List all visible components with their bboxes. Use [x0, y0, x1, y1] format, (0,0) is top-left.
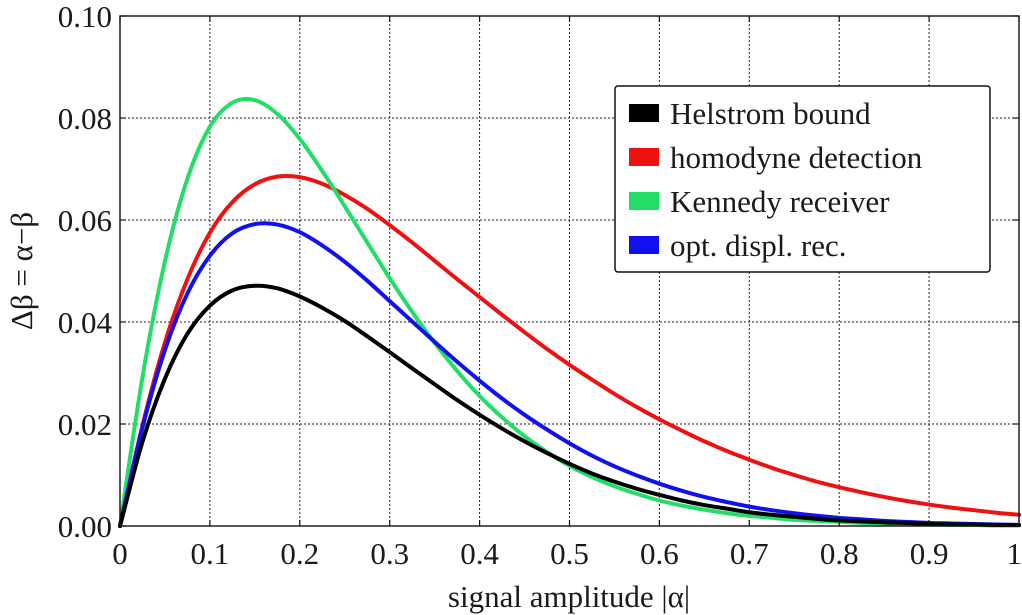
series-line-homodyne-detection [118, 173, 1021, 528]
y-tick-label: 0.04 [58, 305, 113, 340]
x-tick-label: 0.8 [820, 536, 859, 571]
x-tick-label: 0 [112, 536, 128, 571]
legend-swatch-kennedy-receiver [629, 192, 659, 210]
x-tick-label: 0.1 [191, 536, 230, 571]
x-tick-label: 0.3 [370, 536, 409, 571]
legend-entries: Helstrom bound homodyne detection Kennedy … [629, 96, 923, 263]
legend-label-opt-displ-rec: opt. displ. rec. [670, 228, 847, 263]
legend-swatch-opt-displ-rec [629, 236, 659, 254]
y-axis-ticks: 0.00 0.02 0.04 0.06 0.08 0.10 [58, 0, 1019, 544]
x-axis-label: signal amplitude |α| [448, 579, 690, 614]
legend-label-helstrom-bound: Helstrom bound [670, 96, 871, 131]
x-tick-label: 0.9 [910, 536, 949, 571]
x-tick-label: 1 [1007, 536, 1022, 571]
legend-label-homodyne-detection: homodyne detection [670, 140, 923, 175]
legend-swatch-homodyne-detection [629, 148, 659, 166]
legend-swatch-helstrom-bound [629, 104, 659, 122]
x-tick-label: 0.2 [280, 536, 319, 571]
series-lines [118, 96, 1021, 528]
y-tick-label: 0.10 [58, 0, 112, 34]
series-line-helstrom-bound [118, 283, 1021, 528]
x-tick-label: 0.4 [460, 536, 499, 571]
y-tick-label: 0.00 [58, 509, 112, 544]
legend: Helstrom bound homodyne detection Kennedy … [614, 85, 991, 273]
x-tick-label: 0.5 [550, 536, 589, 571]
legend-label-kennedy-receiver: Kennedy receiver [670, 184, 890, 219]
y-tick-label: 0.02 [58, 407, 112, 442]
x-axis-ticks: 0 0.1 0.2 0.3 0.4 0.5 0.6 0.7 0.8 0.9 1 [112, 16, 1022, 571]
x-tick-label: 0.7 [730, 536, 769, 571]
y-tick-label: 0.08 [58, 101, 112, 136]
y-axis-label: Δβ = α−β [4, 212, 39, 330]
x-tick-label: 0.6 [640, 536, 679, 571]
y-tick-label: 0.06 [58, 203, 112, 238]
legend-box [614, 85, 991, 273]
